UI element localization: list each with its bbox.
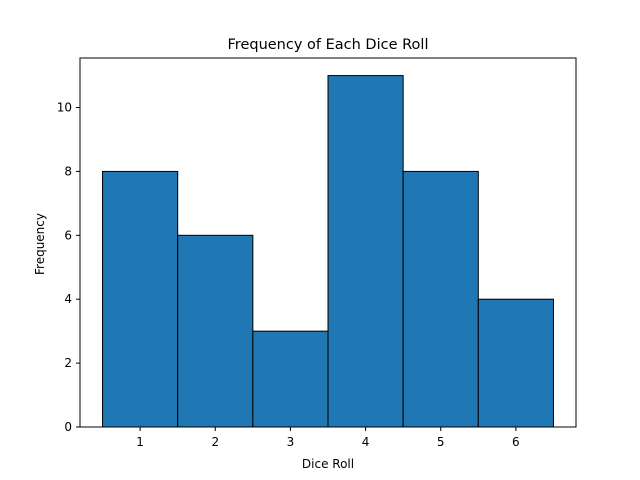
chart-title: Frequency of Each Dice Roll bbox=[228, 37, 429, 53]
plot-frame bbox=[79, 57, 577, 428]
x-tick-label: 3 bbox=[287, 435, 295, 449]
bar-3 bbox=[252, 330, 329, 428]
bar-5 bbox=[402, 170, 479, 428]
y-tick-label: 4 bbox=[64, 292, 72, 306]
bars-layer bbox=[102, 75, 554, 428]
x-axis-ticks: 1 2 3 4 5 6 bbox=[136, 427, 520, 449]
y-tick-label: 6 bbox=[64, 228, 72, 242]
x-axis-label: Dice Roll bbox=[302, 457, 354, 471]
x-tick-label: 5 bbox=[437, 435, 445, 449]
y-tick-label: 0 bbox=[64, 420, 72, 434]
bar-6 bbox=[477, 298, 554, 428]
x-tick-label: 1 bbox=[136, 435, 144, 449]
y-tick-label: 2 bbox=[64, 356, 72, 370]
y-axis-label: Frequency bbox=[33, 213, 47, 275]
y-tick-label: 8 bbox=[64, 164, 72, 178]
y-axis-ticks: 0 2 4 6 8 10 bbox=[57, 101, 80, 434]
bar-1 bbox=[102, 170, 179, 428]
y-tick-label: 10 bbox=[57, 101, 72, 115]
bar-2 bbox=[177, 234, 254, 428]
x-tick-label: 4 bbox=[362, 435, 370, 449]
x-tick-label: 6 bbox=[512, 435, 520, 449]
bar-4 bbox=[327, 75, 404, 428]
x-tick-label: 2 bbox=[211, 435, 219, 449]
